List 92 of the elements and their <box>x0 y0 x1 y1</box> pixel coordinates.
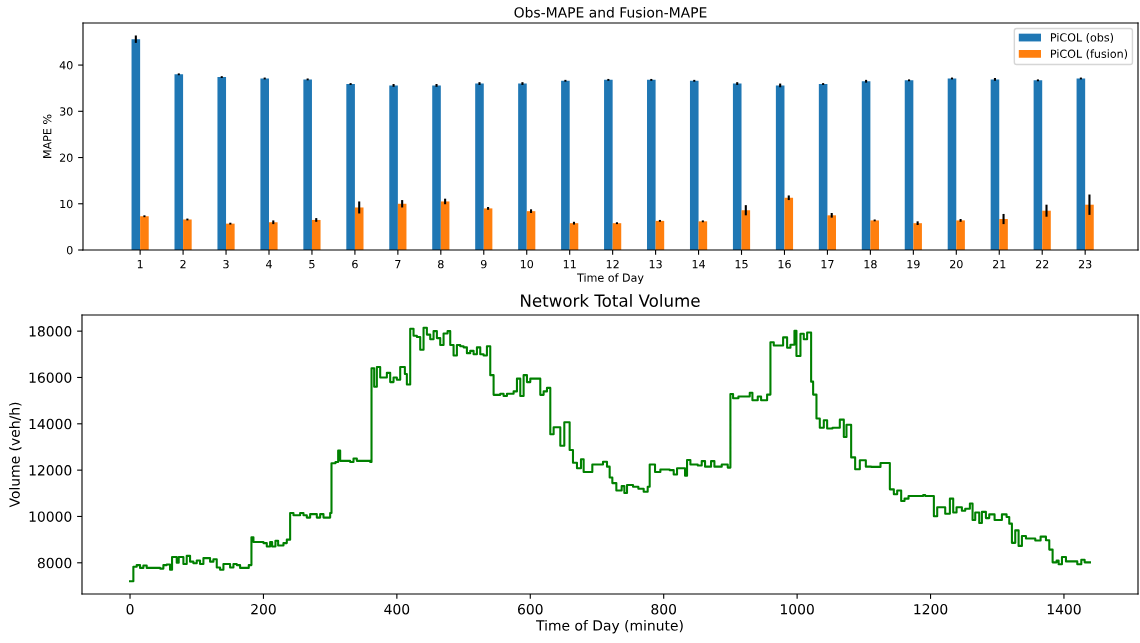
bar <box>947 78 957 250</box>
y-tick-label: 8000 <box>37 557 72 569</box>
legend-label: PiCOL (fusion) <box>1050 49 1128 60</box>
x-tick-label: 17 <box>821 260 834 269</box>
x-tick-label: 23 <box>1078 259 1092 269</box>
bar <box>604 79 613 250</box>
chart-title: Network Total Volume <box>521 294 700 307</box>
x-tick-label: 9 <box>480 259 487 269</box>
bar <box>904 80 914 250</box>
bar <box>389 85 398 250</box>
bar <box>1076 78 1086 250</box>
y-axis-title: Volume (veh/h) <box>9 402 22 508</box>
bar <box>561 80 570 250</box>
x-axis-title: Time of Day <box>577 273 644 285</box>
bar <box>913 223 922 250</box>
x-tick-label: 1400 <box>1047 603 1081 615</box>
bar <box>612 223 622 250</box>
x-tick-label: 21 <box>993 259 1006 269</box>
bar <box>870 220 879 250</box>
bar <box>861 81 871 250</box>
bar <box>990 79 1000 250</box>
bar <box>647 79 656 250</box>
bar <box>732 83 742 250</box>
x-tick-label: 20 <box>950 259 963 269</box>
x-tick-label: 6 <box>352 259 358 269</box>
x-tick-label: 2 <box>180 259 186 269</box>
x-tick-label: 1200 <box>914 603 948 615</box>
x-tick-label: 4 <box>266 260 272 269</box>
bar <box>483 208 493 250</box>
chart-title: Obs-MAPE and Fusion-MAPE <box>514 6 707 18</box>
bar <box>183 219 192 250</box>
y-tick-label: 16000 <box>29 372 72 383</box>
x-tick-label: 200 <box>251 603 276 615</box>
bar <box>260 78 269 250</box>
y-tick-label: 0 <box>66 245 73 255</box>
bar <box>1033 80 1043 250</box>
bar <box>956 220 965 250</box>
x-tick-label: 18 <box>864 259 877 269</box>
bar <box>784 197 794 250</box>
bar <box>1042 210 1051 250</box>
x-tick-label: 600 <box>518 603 543 615</box>
bar <box>174 74 184 250</box>
bar <box>440 201 450 250</box>
y-tick-label: 40 <box>59 61 73 70</box>
bar <box>475 83 484 250</box>
y-tick-label: 20 <box>59 153 73 162</box>
bar <box>526 211 536 250</box>
x-tick-label: 15 <box>735 260 748 269</box>
bar <box>354 207 364 250</box>
y-tick-label: 18000 <box>29 326 72 337</box>
bar <box>269 222 278 250</box>
bar <box>140 216 149 250</box>
x-axis-title: Time of Day (minute) <box>536 619 683 634</box>
bar <box>518 83 527 250</box>
y-tick-label: 14000 <box>29 418 72 430</box>
bar <box>698 221 708 250</box>
x-tick-label: 19 <box>907 259 920 269</box>
bar <box>689 80 699 250</box>
x-tick-label: 16 <box>778 259 791 269</box>
bar <box>1085 204 1094 250</box>
bar <box>311 219 321 250</box>
bar <box>131 39 141 250</box>
bar <box>827 215 837 250</box>
bar <box>226 223 235 250</box>
bar <box>999 219 1008 250</box>
x-tick-label: 11 <box>563 260 576 269</box>
x-tick-label: 14 <box>692 260 706 269</box>
x-tick-label: 3 <box>223 259 229 269</box>
legend-label: PiCOL (obs) <box>1050 33 1114 43</box>
bar <box>432 85 441 250</box>
bar <box>346 84 355 250</box>
y-axis-title: MAPE % <box>43 114 52 158</box>
x-tick-label: 400 <box>384 603 410 615</box>
bar <box>818 84 828 250</box>
x-tick-label: 10 <box>520 259 534 269</box>
x-tick-label: 7 <box>395 260 401 269</box>
x-tick-label: 12 <box>606 259 619 269</box>
x-tick-label: 13 <box>649 259 662 269</box>
y-tick-label: 30 <box>59 107 73 116</box>
y-tick-label: 10000 <box>29 511 72 522</box>
x-tick-label: 22 <box>1035 259 1049 269</box>
y-tick-label: 10 <box>60 199 73 209</box>
bar <box>303 79 312 250</box>
y-tick-label: 12000 <box>29 465 72 476</box>
bar <box>775 85 785 250</box>
x-tick-label: 1000 <box>780 603 814 615</box>
x-tick-label: 1 <box>137 260 143 269</box>
x-tick-label: 5 <box>309 260 315 269</box>
bar <box>217 77 227 250</box>
x-tick-label: 800 <box>651 603 677 615</box>
x-tick-label: 0 <box>126 603 134 615</box>
x-tick-label: 8 <box>438 259 444 269</box>
